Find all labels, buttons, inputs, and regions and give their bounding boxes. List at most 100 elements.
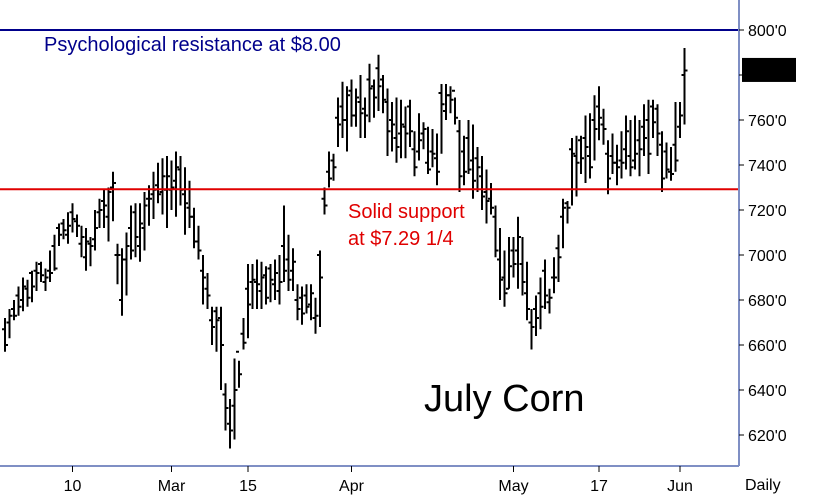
ohlc-bar [425,126,431,174]
ohlc-bar [272,259,278,300]
ohlc-bar [510,237,517,278]
ohlc-bar [519,237,526,296]
ohlc-bar [200,255,206,305]
resistance-annotation: Psychological resistance at $8.00 [44,34,341,56]
ohlc-bar [209,306,215,345]
x-tick-label: 17 [590,478,608,495]
ohlc-bar [582,115,589,183]
ohlc-bar [335,97,341,147]
ohlc-bar [380,75,386,114]
ohlc-bar [362,97,368,138]
ohlc-bar [623,115,629,170]
ohlc-bar [56,223,62,246]
ohlc-bar [393,97,400,163]
ohlc-bar [416,113,422,161]
ohlc-bar [263,266,269,305]
ohlc-bar [326,151,332,188]
ohlc-bar [213,306,220,352]
time-axis: 10 Mar 15 Apr May 17 Jun [64,466,693,495]
ohlc-bar [681,48,688,125]
ohlc-bar [123,232,130,296]
ohlc-bar [479,156,485,210]
x-tick-label: 15 [239,478,257,495]
ohlc-bar [110,171,116,222]
ohlc-bar [524,261,530,321]
ohlc-bar [470,124,476,199]
ohlc-bar [92,210,98,251]
ohlc-bar [569,138,575,206]
last-price-box [742,57,796,82]
ohlc-bar [137,203,143,262]
support-annotation-line-1: Solid support [348,201,465,223]
ohlc-bar [321,187,328,215]
y-tick-label: 720'0 [748,203,787,220]
ohlc-bar [402,106,409,159]
ohlc-bar [141,192,148,251]
ohlc-bar [146,185,152,226]
ohlc-bar [267,264,274,303]
price-bars [2,48,688,449]
y-tick-label: 640'0 [748,383,787,400]
ohlc-bar [51,234,58,271]
ohlc-bar [47,250,53,282]
y-tick-label: 800'0 [748,23,787,40]
ohlc-bar [645,99,652,174]
ohlc-bar [596,86,602,141]
ohlc-bar [573,135,580,197]
ohlc-bar [636,120,643,177]
ohlc-bar [87,237,94,267]
ohlc-bar [542,259,548,309]
ohlc-bar [627,120,634,177]
ohlc-bar [533,295,539,336]
ohlc-bar [240,318,247,350]
ohlc-bar [668,147,674,181]
ohlc-bar [407,99,413,147]
ohlc-bar [155,162,161,204]
ohlc-bar [236,350,242,388]
ohlc-bar [497,228,503,300]
ohlc-bar [429,129,436,168]
ohlc-bar [389,102,395,152]
ohlc-bar [564,201,571,224]
ohlc-bar [276,255,283,305]
ohlc-bar [218,306,224,390]
ohlc-bar [74,214,80,237]
y-tick-label: 680'0 [748,293,787,310]
frequency-label: Daily [745,477,781,494]
ohlc-bar [560,198,566,249]
ohlc-bar [546,288,553,314]
ohlc-bar [537,277,544,330]
ohlc-bar [281,205,287,282]
ohlc-bar [29,270,35,303]
ohlc-bar [344,86,350,152]
ohlc-bar [33,261,40,291]
ohlc-bar [366,63,373,123]
ohlc-bar [173,151,179,217]
ohlc-bar [672,102,679,172]
ohlc-bar [222,383,229,431]
ohlc-bar [114,243,121,285]
y-tick-label: 700'0 [748,248,787,265]
ohlc-bar [456,120,463,192]
ohlc-bar [249,264,256,309]
ohlc-bar [632,115,638,170]
y-tick-label: 740'0 [748,158,787,175]
ohlc-bar [317,250,323,327]
x-tick-label: May [498,478,528,495]
ohlc-bar [96,198,103,228]
ohlc-bar [132,203,139,258]
ohlc-bar [506,237,512,290]
ohlc-bar [375,54,382,111]
ohlc-bar [42,268,49,291]
ohlc-bar [245,264,251,339]
x-tick-label: Jun [667,478,693,495]
ohlc-bar [515,216,521,289]
ohlc-bar [285,234,292,291]
ohlc-bar [591,95,598,161]
last-price-marker: 782'2 [742,57,796,82]
ohlc-bar [353,88,359,127]
ohlc-bar [227,399,233,449]
ohlc-bar [411,131,418,177]
ohlc-bar [618,131,625,179]
